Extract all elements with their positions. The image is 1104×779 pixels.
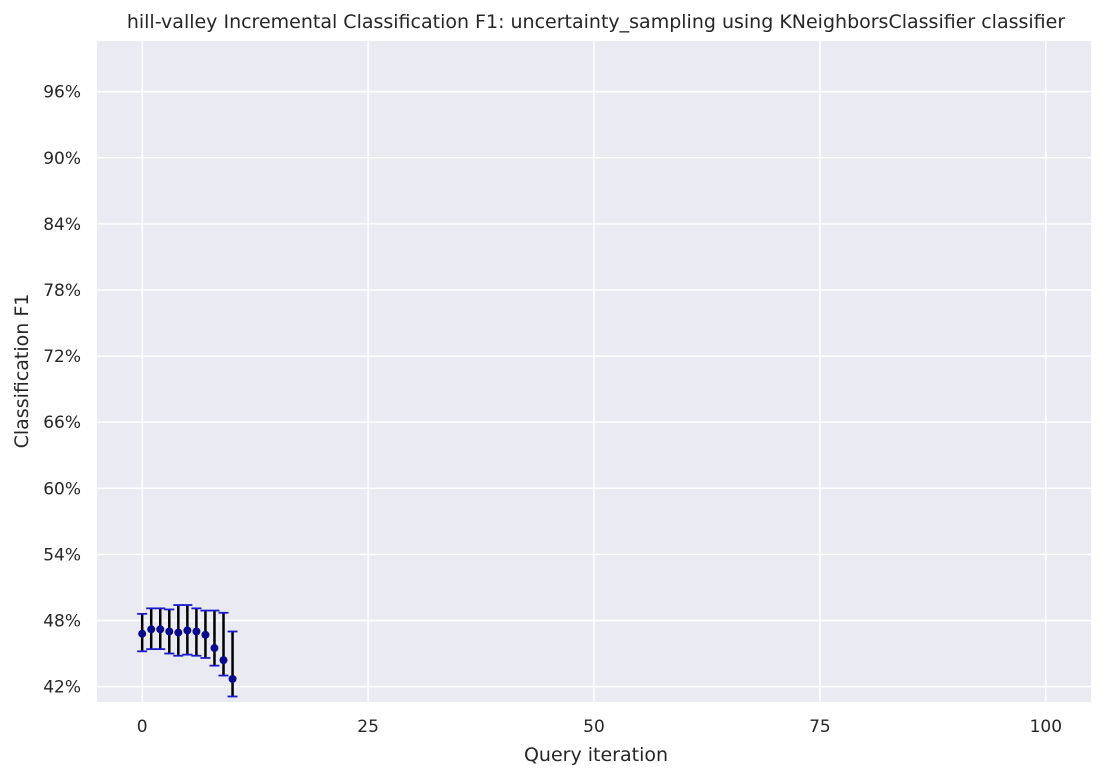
- x-tick-label: 0: [137, 717, 148, 737]
- y-tick-label: 96%: [43, 83, 81, 103]
- y-tick-label: 72%: [43, 347, 81, 367]
- y-tick-label: 54%: [43, 545, 81, 565]
- data-point: [174, 628, 183, 637]
- x-tick-label: 75: [809, 717, 831, 737]
- y-tick-label: 48%: [43, 611, 81, 631]
- grid: [97, 41, 1091, 702]
- y-tick-label: 60%: [43, 479, 81, 499]
- data-point: [165, 627, 174, 636]
- data-point: [183, 626, 192, 635]
- y-tick-label: 84%: [43, 215, 81, 235]
- data-point: [228, 674, 237, 683]
- data-point: [210, 644, 219, 653]
- y-tick-label: 90%: [43, 149, 81, 169]
- y-axis-ticks: 42% 48% 54% 60% 66% 72% 78% 84% 90% 96%: [43, 83, 81, 698]
- x-tick-label: 50: [583, 717, 605, 737]
- data-point: [201, 630, 210, 639]
- y-axis-label: Classification F1: [11, 294, 33, 449]
- data-points: [138, 625, 237, 683]
- x-axis-ticks: 0 25 50 75 100: [137, 717, 1062, 737]
- data-point: [219, 656, 228, 665]
- data-point: [147, 625, 156, 634]
- data-point: [138, 629, 147, 638]
- y-tick-label: 42%: [43, 678, 81, 698]
- data-point: [156, 625, 165, 634]
- x-axis-label: Query iteration: [524, 744, 668, 766]
- y-tick-label: 66%: [43, 413, 81, 433]
- y-tick-label: 78%: [43, 281, 81, 301]
- data-point: [192, 627, 201, 636]
- x-tick-label: 25: [357, 717, 379, 737]
- chart-title: hill-valley Incremental Classification F…: [127, 11, 1066, 33]
- x-tick-label: 100: [1030, 717, 1062, 737]
